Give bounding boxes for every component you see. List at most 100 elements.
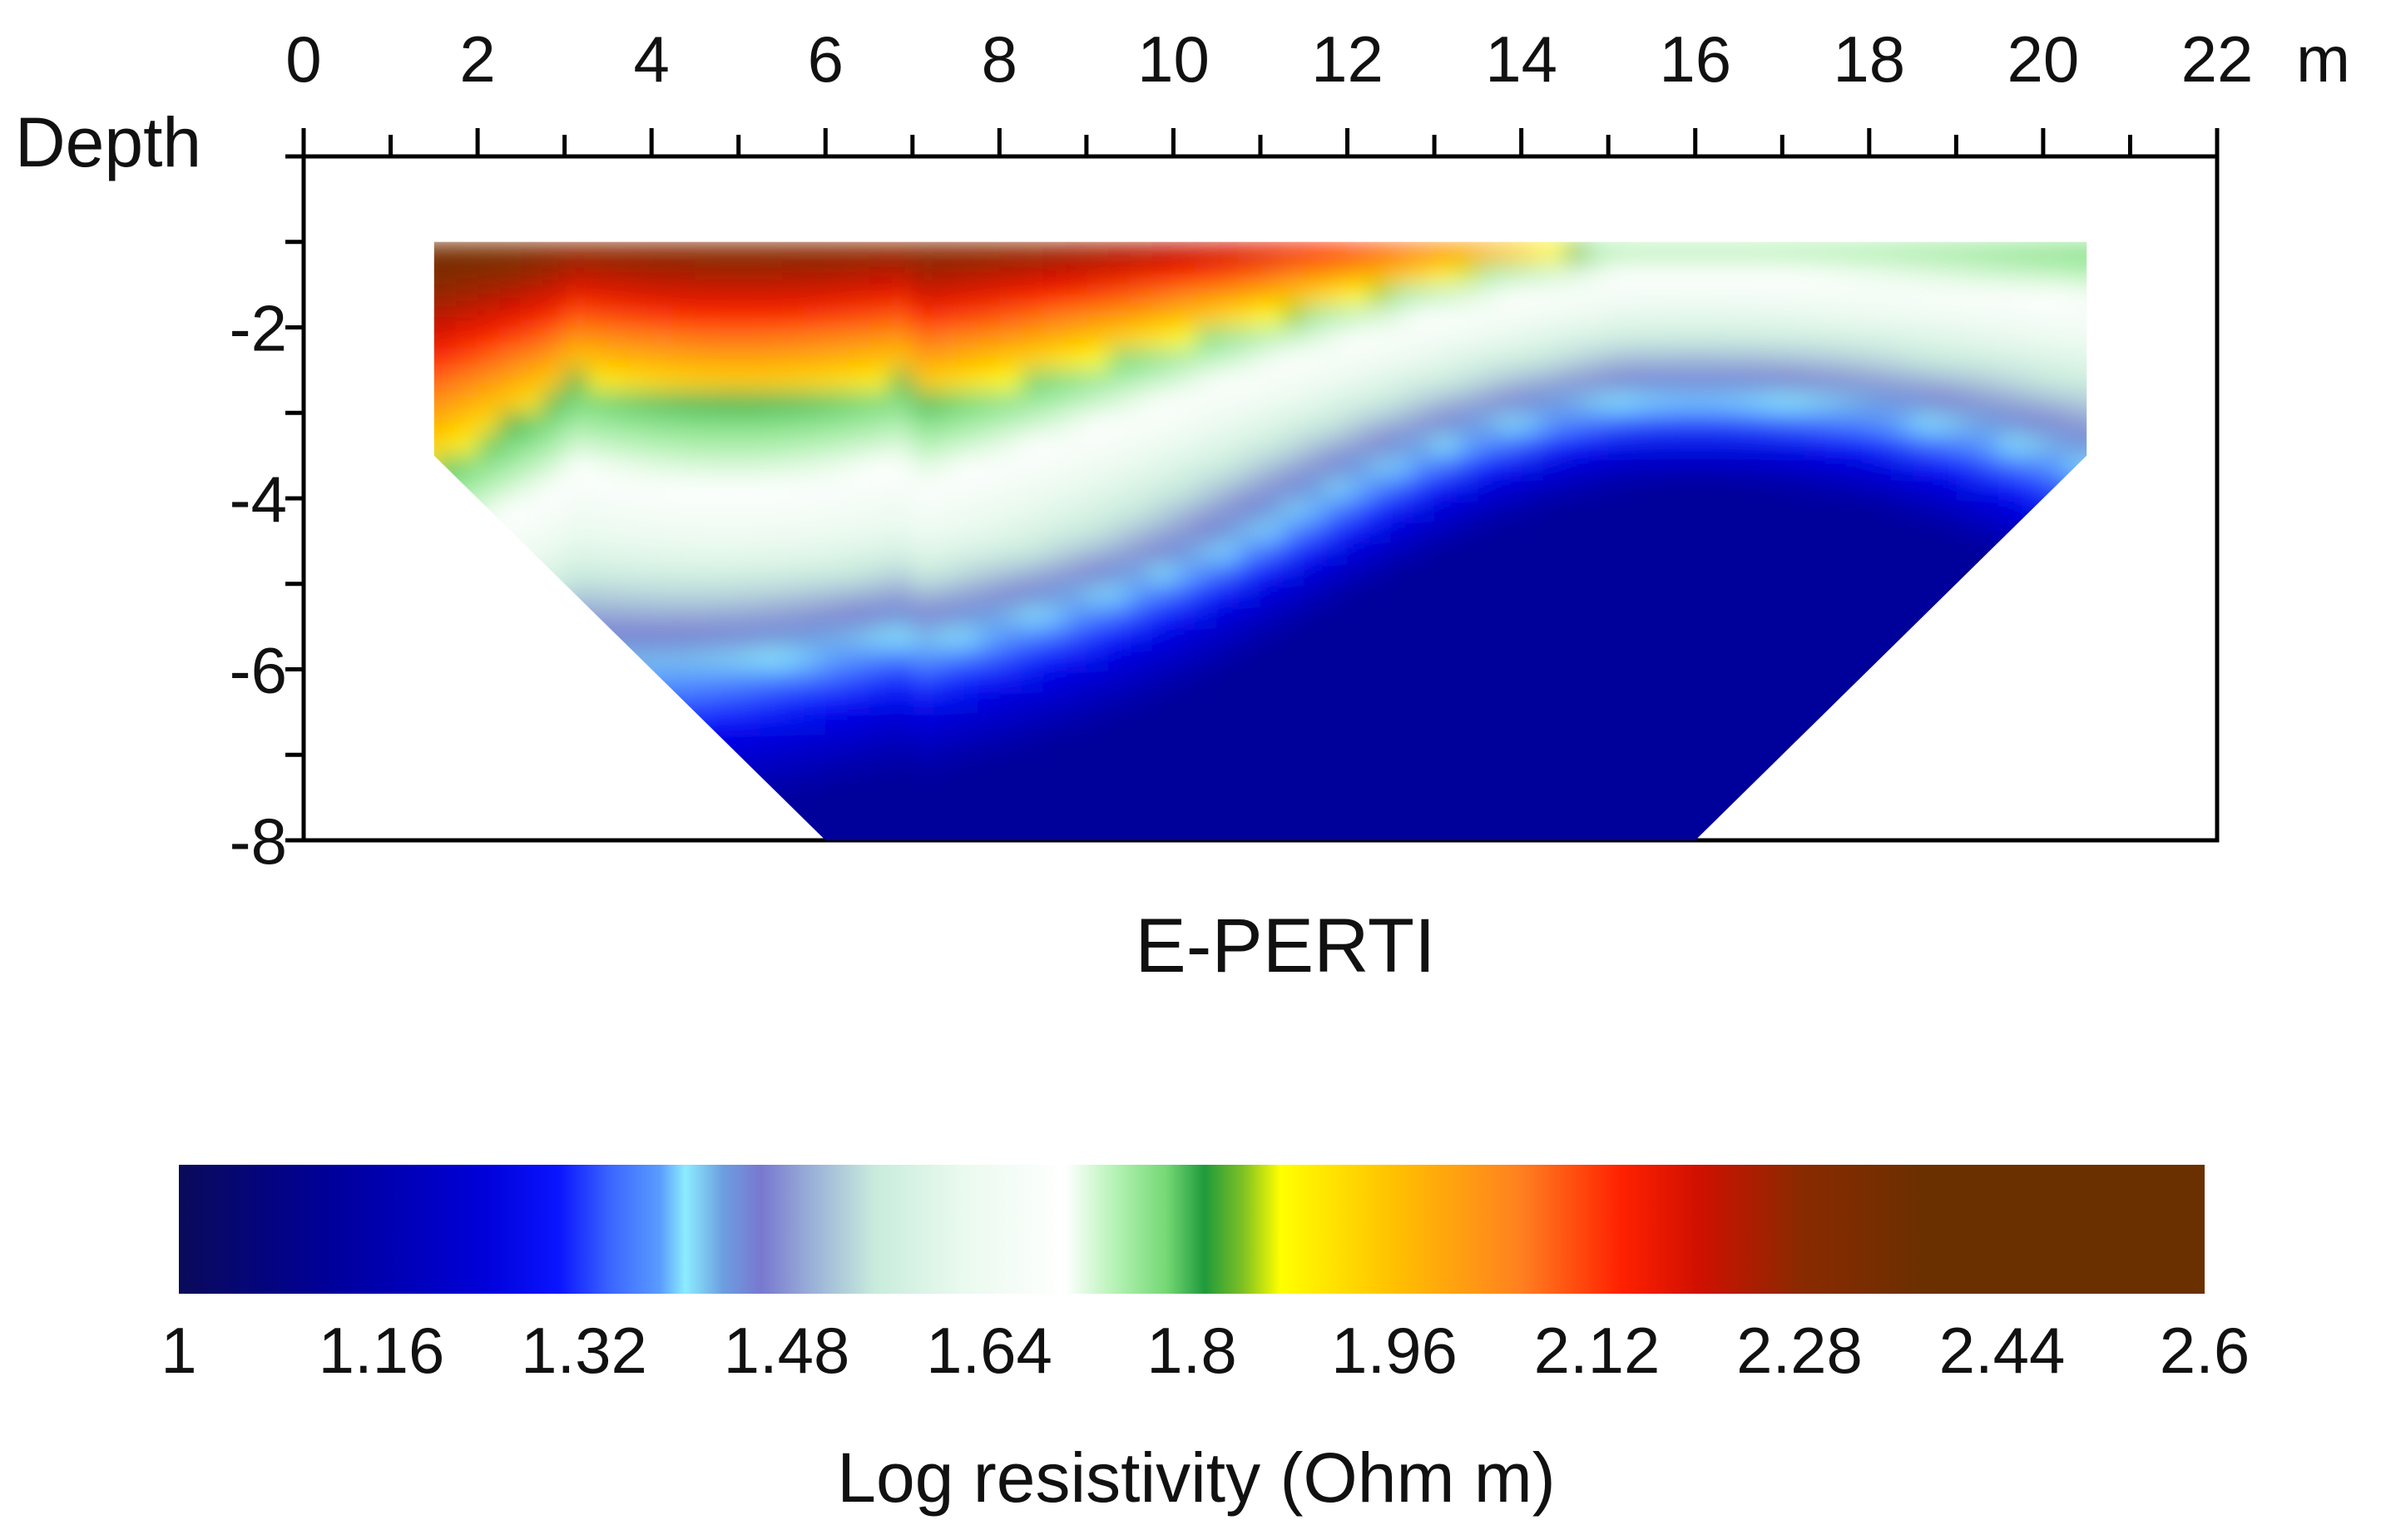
section-cell [825, 711, 849, 735]
section-cell [1847, 562, 1870, 585]
section-cell [1413, 605, 1436, 628]
section-cell [673, 455, 696, 478]
section-cell [847, 755, 870, 777]
section-cell [1564, 349, 1587, 371]
section-cell [2042, 327, 2066, 350]
section-cell [1891, 541, 1914, 564]
section-cell [1739, 327, 1762, 350]
section-cell [978, 285, 1001, 307]
section-cell [869, 775, 892, 799]
section-cell [782, 605, 805, 628]
section-cell [912, 711, 935, 735]
section-cell [1587, 647, 1610, 671]
section-cell [1869, 583, 1892, 607]
section-cell [782, 519, 805, 542]
section-cell [1456, 797, 1479, 820]
section-cell [804, 755, 827, 777]
section-cell [999, 327, 1022, 350]
section-cell [1913, 519, 1936, 542]
section-cell [1260, 498, 1284, 521]
section-cell [716, 477, 740, 499]
section-cell [1499, 433, 1522, 457]
section-cell [1151, 263, 1175, 286]
section-cell [1760, 349, 1784, 371]
section-cell [1695, 797, 1718, 820]
section-cell [1716, 541, 1740, 564]
section-cell [1760, 391, 1784, 414]
section-cell [1238, 691, 1261, 713]
section-cell [2042, 285, 2066, 307]
section-cell [1608, 840, 1631, 863]
section-cell [1369, 691, 1392, 713]
section-cell [2021, 285, 2044, 307]
section-cell [1739, 433, 1762, 457]
section-cell [760, 733, 783, 756]
section-cell [1282, 263, 1305, 286]
section-cell [1369, 498, 1392, 521]
section-cell [1369, 349, 1392, 371]
section-cell [716, 455, 740, 478]
colorbar-tick-label: 1.8 [1146, 1314, 1236, 1387]
section-cell [1022, 840, 1044, 863]
section-cell [2042, 455, 2066, 478]
section-cell [1695, 840, 1718, 863]
section-cell [1195, 369, 1218, 393]
section-cell [1347, 562, 1370, 585]
section-cell [890, 455, 913, 478]
section-cell [782, 369, 805, 393]
section-cell [1564, 498, 1587, 521]
section-cell [1304, 498, 1327, 521]
section-cell [782, 733, 805, 756]
section-cell [1608, 349, 1631, 371]
section-cell [1108, 433, 1131, 457]
section-cell [1630, 541, 1653, 564]
section-cell [1499, 541, 1522, 564]
section-cell [651, 519, 675, 542]
section-cell [1825, 305, 1849, 329]
section-cell [521, 391, 544, 414]
section-cell [912, 819, 935, 840]
section-cell [1021, 733, 1044, 756]
section-cell [890, 691, 913, 713]
section-cell [1021, 369, 1044, 393]
section-cell [1978, 455, 2001, 478]
section-cell [1042, 691, 1066, 713]
section-cell [1390, 711, 1413, 735]
section-cell [1390, 455, 1413, 478]
section-cell [1478, 605, 1501, 628]
section-cell [2021, 327, 2044, 350]
section-cell [1130, 669, 1153, 692]
section-cell [499, 349, 522, 371]
section-cell [1608, 647, 1631, 671]
section-cell [1151, 433, 1175, 457]
section-cell [1064, 669, 1087, 692]
section-cell [1216, 305, 1240, 329]
section-cell [630, 605, 653, 628]
section-cell [1564, 669, 1587, 692]
section-cell [499, 455, 522, 478]
section-cell [869, 349, 892, 371]
section-cell [1347, 583, 1370, 607]
section-cell [1739, 541, 1762, 564]
section-cell [847, 498, 870, 521]
section-cell [1086, 562, 1109, 585]
section-cell [586, 433, 609, 457]
section-cell [1304, 797, 1327, 820]
section-cell [1869, 840, 1892, 863]
section-cell [1456, 583, 1479, 607]
section-cell [890, 241, 913, 265]
section-cell [978, 327, 1001, 350]
section-cell [825, 819, 849, 840]
section-cell [1782, 562, 1805, 585]
section-cell [1956, 391, 1979, 414]
section-cell [1413, 711, 1436, 735]
section-cell [956, 285, 979, 307]
section-cell [934, 541, 958, 564]
section-cell [1652, 840, 1675, 863]
section-cell [1434, 241, 1458, 265]
section-cell [999, 263, 1022, 286]
section-cell [695, 413, 718, 435]
section-cell [1608, 413, 1631, 435]
section-cell [1173, 391, 1196, 414]
section-cell [521, 413, 544, 435]
